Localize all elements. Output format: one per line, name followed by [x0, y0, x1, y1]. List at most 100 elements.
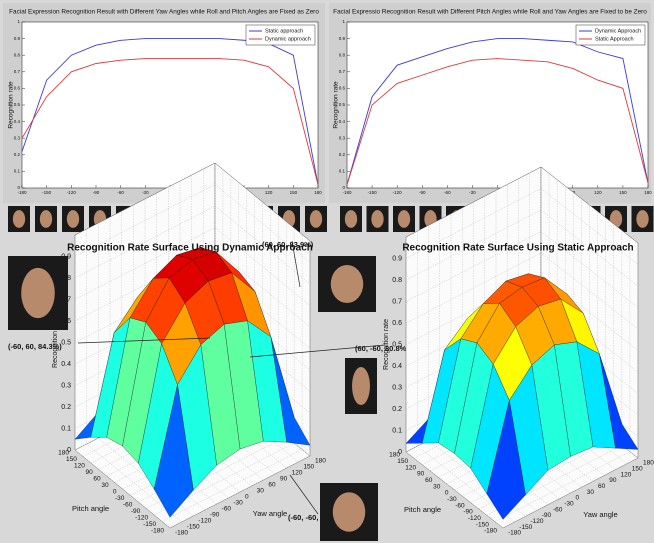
y-tick-label: 120	[292, 470, 303, 477]
x-tick-label: 120	[405, 464, 416, 471]
x-tick-label: 180	[389, 452, 400, 459]
x-tick-label: 120	[594, 190, 602, 195]
y-tick-label: 0.4	[14, 119, 21, 124]
x-tick-label: -120	[135, 515, 148, 522]
x-tick-label: -30	[115, 495, 125, 502]
x-tick-label: -90	[131, 508, 141, 515]
x-tick-label: -90	[463, 509, 473, 516]
legend-label: Dynamic Approach	[595, 28, 641, 34]
x-tick-label: -30	[447, 496, 457, 503]
z-tick-label: 0.1	[392, 427, 402, 434]
y-tick-label: 150	[632, 466, 643, 473]
y-tick-label: -60	[222, 506, 232, 513]
x-tick-label: -120	[468, 515, 481, 522]
y-tick-label: 60	[598, 483, 606, 490]
y-tick-label: -90	[542, 512, 552, 519]
face-image-face	[310, 210, 322, 228]
y-tick-label: 60	[268, 482, 276, 489]
y-tick-label: 30	[587, 489, 595, 496]
y-tick-label: -60	[553, 506, 563, 513]
x-tick-label: 60	[93, 476, 101, 483]
z-tick-label: 0.5	[61, 339, 71, 346]
annotation: (-60, 60, 84.3%)	[8, 342, 62, 351]
z-tick-label: 0.4	[61, 361, 71, 368]
y-tick-label: 150	[303, 464, 314, 471]
y-tick-label: -120	[198, 518, 211, 525]
x-tick-label: 180	[314, 190, 322, 195]
z-axis-label: Recognition rate	[383, 319, 390, 370]
plot-area	[347, 22, 648, 188]
y-tick-label: 0.9	[339, 36, 346, 41]
z-tick-label: 0.7	[392, 298, 402, 305]
y-tick-label: 0.5	[14, 102, 21, 107]
z-tick-label: 0.9	[392, 255, 402, 262]
face-image-face	[21, 268, 55, 318]
z-tick-label: 0.2	[392, 406, 402, 413]
y-tick-label: -180	[175, 530, 188, 537]
y-tick-label: 0.2	[339, 152, 346, 157]
y-tick-label: 120	[621, 471, 632, 478]
y-tick-label: 0.5	[339, 102, 346, 107]
x-tick-label: -180	[342, 190, 352, 195]
x-axis-label: Pitch angle	[404, 505, 441, 514]
x-tick-label: 120	[74, 463, 85, 470]
y-tick-label: 0.2	[14, 152, 21, 157]
x-tick-label: -150	[143, 521, 156, 528]
plot-area	[22, 22, 318, 188]
face-image-face	[67, 210, 79, 228]
z-tick-label: 0.3	[61, 382, 71, 389]
y-tick-label: 0.1	[339, 169, 346, 174]
y-tick-label: 0	[245, 494, 249, 501]
y-tick-label: 0.9	[14, 36, 21, 41]
y-tick-label: 90	[609, 477, 617, 484]
x-tick-label: -180	[151, 528, 164, 535]
chart-title: Facial Expression Recognition Result wit…	[9, 9, 319, 16]
x-tick-label: 180	[644, 190, 652, 195]
legend-label: Static Approach	[595, 36, 634, 42]
face-image-face	[398, 210, 410, 228]
face-image-face	[331, 265, 363, 303]
chart-title: Recognition Rate Surface Using Static Ap…	[402, 243, 633, 254]
y-tick-label: 0.7	[14, 69, 21, 74]
y-tick-label: -150	[187, 524, 200, 531]
x-tick-label: 150	[619, 190, 627, 195]
face-image-face	[352, 367, 370, 405]
x-tick-label: 150	[66, 456, 77, 463]
x-tick-label: 90	[417, 471, 425, 478]
y-tick-label: 0.8	[339, 52, 346, 57]
x-tick-label: -120	[393, 190, 403, 195]
face-image-face	[636, 210, 648, 228]
annotation: (60, 60, 83.9%)	[262, 240, 314, 249]
z-tick-label: 0.4	[392, 363, 402, 370]
x-tick-label: -180	[484, 528, 497, 535]
y-tick-label: 0	[576, 495, 580, 502]
x-tick-label: -90	[419, 190, 426, 195]
z-tick-label: 0.5	[392, 341, 402, 348]
face-image-face	[40, 210, 52, 228]
x-tick-label: -30	[469, 190, 476, 195]
x-tick-label: -120	[67, 190, 77, 195]
y-tick-label: 0.6	[14, 86, 21, 91]
y-tick-label: 0.7	[339, 69, 346, 74]
x-tick-label: -150	[42, 190, 52, 195]
z-tick-label: 0.1	[61, 425, 71, 432]
y-tick-label: 0.8	[14, 52, 21, 57]
y-tick-label: 180	[643, 460, 654, 467]
legend-label: Static approach	[265, 28, 303, 34]
y-tick-label: 0.1	[14, 169, 21, 174]
legend-label: Dynamic approach	[265, 36, 311, 42]
x-tick-label: -60	[455, 502, 465, 509]
x-tick-label: 30	[101, 482, 109, 489]
x-tick-label: 120	[265, 190, 273, 195]
x-tick-label: 0	[445, 490, 449, 497]
x-tick-label: 0	[113, 489, 117, 496]
x-tick-label: 150	[397, 458, 408, 465]
y-tick-label: -30	[564, 501, 574, 508]
x-tick-label: -90	[93, 190, 100, 195]
y-axis-label: Recognition rate	[8, 81, 15, 129]
x-tick-label: 30	[433, 483, 441, 490]
y-tick-label: 0.4	[339, 119, 346, 124]
x-tick-label: -60	[444, 190, 451, 195]
y-tick-label: 0.3	[339, 135, 346, 140]
chart-title: Facial Expressio Recognition Result with…	[333, 9, 647, 16]
